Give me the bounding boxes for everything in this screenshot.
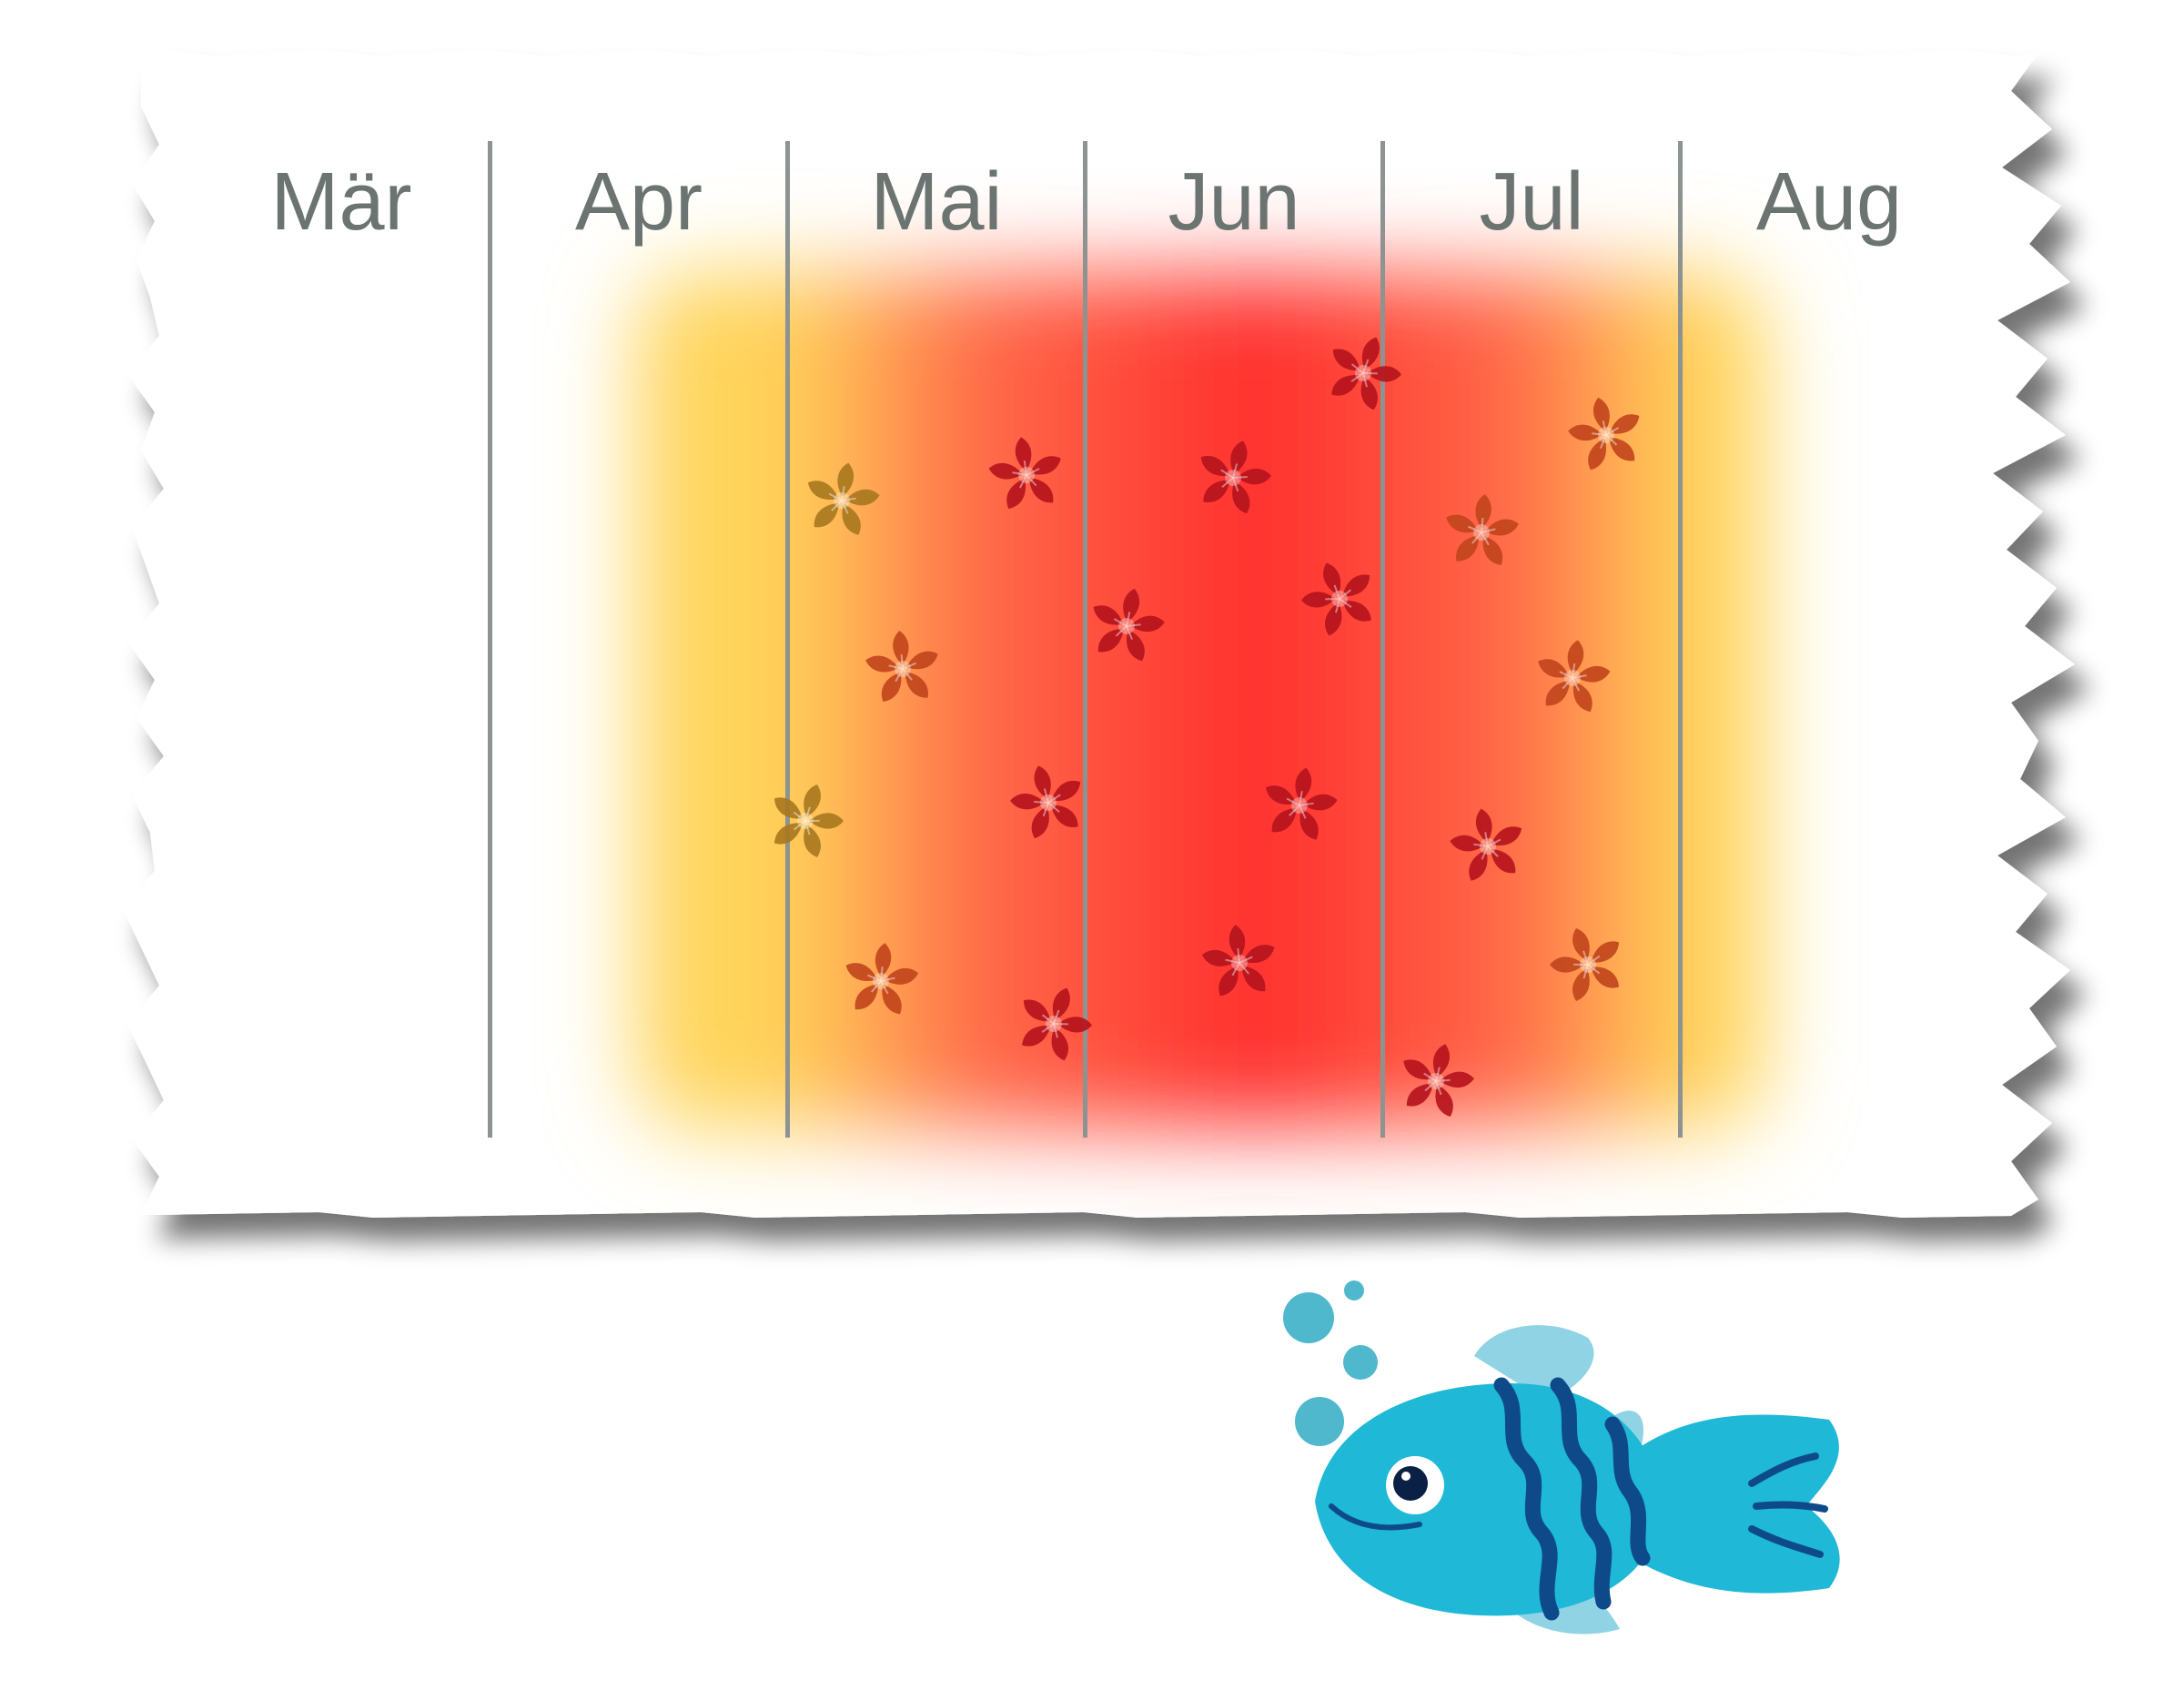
month-labels: Mär Apr Mai Jun Jul Aug — [271, 157, 1903, 248]
month-label: Apr — [575, 157, 703, 248]
season-heat-band — [637, 273, 1765, 1128]
bubble-icon — [1283, 1280, 1378, 1446]
bubble-icon — [1295, 1397, 1344, 1446]
fish-icon — [1283, 1280, 1840, 1634]
month-label: Jul — [1479, 157, 1583, 248]
bubble-icon — [1344, 1280, 1364, 1300]
month-label: Mär — [271, 157, 412, 248]
month-label: Aug — [1756, 157, 1902, 248]
bubble-icon — [1283, 1292, 1334, 1343]
month-label: Mai — [870, 157, 1002, 248]
month-label: Jun — [1168, 157, 1299, 248]
month-dividers — [488, 141, 1683, 1138]
bubble-icon — [1343, 1345, 1378, 1380]
